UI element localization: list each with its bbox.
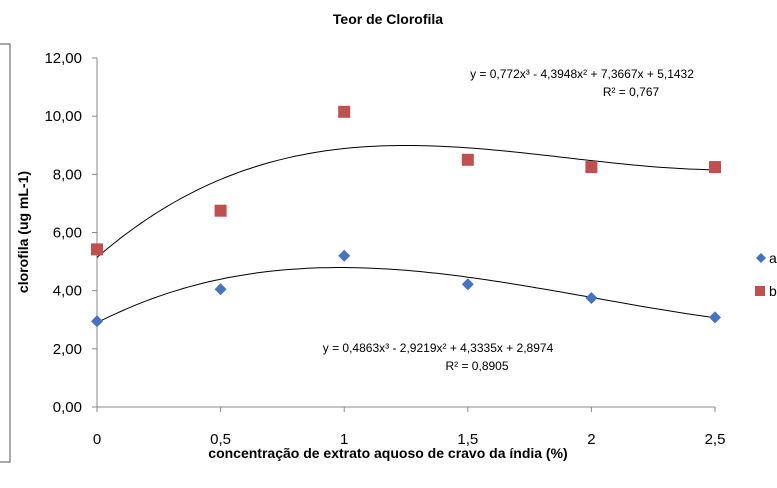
series-a-r2: R² = 0,8905 xyxy=(445,359,508,373)
chart-title: Teor de Clorofila xyxy=(333,11,443,27)
point-a xyxy=(338,249,351,262)
y-tick-label: 10,00 xyxy=(44,108,82,125)
point-a xyxy=(91,315,103,328)
y-tick-label: 0,00 xyxy=(53,399,82,416)
series-b-equation: y = 0,772x³ - 4,3948x² + 7,3667x + 5,143… xyxy=(470,67,694,81)
point-a xyxy=(585,291,598,304)
x-tick-label: 1,5 xyxy=(457,431,478,448)
y-tick-label: 8,00 xyxy=(53,166,82,183)
y-tick-label: 4,00 xyxy=(53,283,82,300)
chart-frame xyxy=(0,43,11,463)
x-tick-label: 0 xyxy=(93,431,101,448)
point-b xyxy=(709,161,721,174)
point-b xyxy=(461,153,474,166)
data-points xyxy=(91,105,721,328)
x-tick-label: 0,5 xyxy=(210,431,231,448)
legend-marker-b xyxy=(755,286,765,296)
trendline-a xyxy=(96,267,716,324)
legend-label-b: b xyxy=(769,283,777,299)
series-b-r2: R² = 0,767 xyxy=(603,85,660,99)
x-axis-title: concentração de extrato aquoso de cravo … xyxy=(208,445,567,461)
x-tick-label: 1 xyxy=(340,431,348,448)
y-tick-label: 6,00 xyxy=(53,225,82,242)
y-tick-label: 12,00 xyxy=(44,50,82,67)
y-axis-title: clorofila (ug mL-1) xyxy=(15,171,31,293)
y-axis-ticks: 0,00 2,00 4,00 6,00 8,00 10,00 12,00 xyxy=(44,50,97,416)
point-a xyxy=(461,278,474,291)
trendline-b xyxy=(96,145,716,258)
point-b xyxy=(338,105,351,118)
x-tick-label: 2,5 xyxy=(705,431,726,448)
legend-label-a: a xyxy=(769,250,777,266)
x-axis-ticks: 0 0,5 1 1,5 2 2,5 xyxy=(93,407,726,448)
legend: a b xyxy=(755,250,777,299)
point-a xyxy=(214,283,227,296)
legend-marker-a xyxy=(756,253,766,263)
series-a-equation: y = 0,4863x³ - 2,9219x² + 4,3335x + 2,89… xyxy=(323,341,554,355)
y-tick-label: 2,00 xyxy=(53,341,82,358)
x-tick-label: 2 xyxy=(587,431,595,448)
point-a xyxy=(709,311,721,324)
point-b xyxy=(91,243,103,256)
point-b xyxy=(585,161,598,174)
point-b xyxy=(214,204,227,217)
trendlines xyxy=(96,145,716,324)
